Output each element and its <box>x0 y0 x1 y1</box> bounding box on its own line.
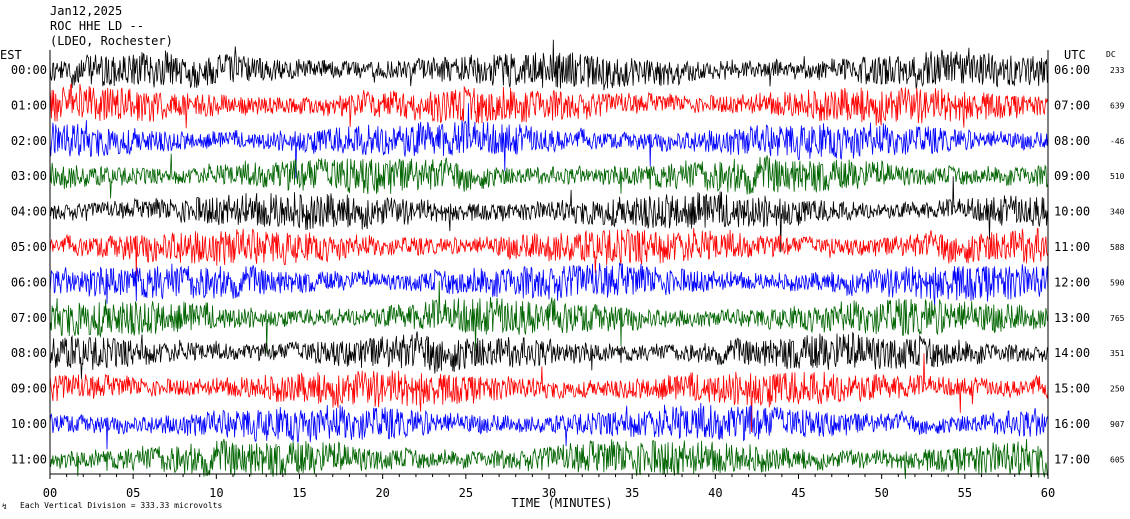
dc-offset-value: 765 <box>1110 314 1125 323</box>
trace-line-1000 <box>49 402 1049 450</box>
x-tick-label: 40 <box>708 486 722 500</box>
x-tick-label: 15 <box>292 486 306 500</box>
est-hour-label: 05:00 <box>11 240 47 254</box>
est-hour-label: 08:00 <box>11 346 47 360</box>
dc-offset-value: -46 <box>1110 137 1125 146</box>
scale-note: Each Vertical Division = 333.33 microvol… <box>20 501 222 510</box>
est-hour-label: 06:00 <box>11 275 47 289</box>
trace-line-1100 <box>49 438 1049 479</box>
x-tick-label: 60 <box>1041 486 1055 500</box>
x-tick-label: 35 <box>625 486 639 500</box>
est-hour-label: 01:00 <box>11 98 47 112</box>
utc-hour-label: 08:00 <box>1054 134 1090 148</box>
dc-offset-value: 639 <box>1110 101 1125 110</box>
utc-hour-label: 12:00 <box>1054 275 1090 289</box>
est-hour-label: 03:00 <box>11 169 47 183</box>
utc-hour-label: 06:00 <box>1054 63 1090 77</box>
trace-group <box>49 39 1049 479</box>
est-hour-label: 02:00 <box>11 134 47 148</box>
scale-icon: ↯ <box>2 502 7 511</box>
utc-hour-label: 14:00 <box>1054 346 1090 360</box>
x-tick-label: 10 <box>209 486 223 500</box>
plot-date: Jan12,2025 <box>50 4 123 18</box>
est-hour-label: 09:00 <box>11 382 47 396</box>
utc-hour-label: 09:00 <box>1054 169 1090 183</box>
trace-line-0400 <box>49 176 1049 253</box>
dc-offset-value: 588 <box>1110 243 1125 252</box>
trace-line-0900 <box>49 353 1049 433</box>
trace-line-0500 <box>49 227 1049 277</box>
dc-offset-value: 351 <box>1110 349 1125 358</box>
utc-hour-label: 16:00 <box>1054 417 1090 431</box>
dc-offset-value: 510 <box>1110 172 1125 181</box>
trace-line-0800 <box>49 331 1049 380</box>
row-labels: 00:00 06:00 233 01:00 07:00 639 02:00 08:00 -46 0… <box>11 63 1125 466</box>
utc-hour-label: 10:00 <box>1054 205 1090 219</box>
trace-line-0200 <box>49 103 1049 179</box>
x-tick-label: 00 <box>43 486 57 500</box>
utc-hour-label: 07:00 <box>1054 98 1090 112</box>
utc-hour-label: 13:00 <box>1054 311 1090 325</box>
station-code: ROC HHE LD -- <box>50 19 144 33</box>
dc-offset-value: 605 <box>1110 455 1125 464</box>
est-hour-label: 11:00 <box>11 452 47 466</box>
x-tick-label: 05 <box>126 486 140 500</box>
dc-offset-value: 590 <box>1110 278 1125 287</box>
trace-line-0000 <box>49 39 1049 91</box>
left-timezone-label: EST <box>0 48 22 62</box>
dc-offset-value: 250 <box>1110 385 1125 394</box>
dc-column-label: DC <box>1106 50 1116 59</box>
network-name: (LDEO, Rochester) <box>50 34 173 48</box>
trace-line-0600 <box>49 262 1049 306</box>
trace-line-0100 <box>49 83 1049 129</box>
x-axis-title: TIME (MINUTES) <box>511 496 612 510</box>
x-tick-label: 50 <box>874 486 888 500</box>
dc-offset-value: 340 <box>1110 208 1125 217</box>
dc-offset-value: 233 <box>1110 66 1125 75</box>
x-tick-label: 45 <box>791 486 805 500</box>
utc-hour-label: 11:00 <box>1054 240 1090 254</box>
x-tick-label: 55 <box>958 486 972 500</box>
est-hour-label: 04:00 <box>11 205 47 219</box>
dc-offset-value: 907 <box>1110 420 1125 429</box>
est-hour-label: 00:00 <box>11 63 47 77</box>
est-hour-label: 07:00 <box>11 311 47 325</box>
est-hour-label: 10:00 <box>11 417 47 431</box>
right-timezone-label: UTC <box>1064 48 1086 62</box>
trace-line-0700 <box>49 280 1049 354</box>
x-tick-label: 30 <box>542 486 556 500</box>
utc-hour-label: 15:00 <box>1054 382 1090 396</box>
x-axis-ticks: 00 05 10 15 20 25 30 35 40 45 50 55 60 <box>43 474 1055 500</box>
x-tick-label: 25 <box>459 486 473 500</box>
utc-hour-label: 17:00 <box>1054 452 1090 466</box>
x-tick-label: 20 <box>375 486 389 500</box>
trace-line-0300 <box>49 153 1049 199</box>
